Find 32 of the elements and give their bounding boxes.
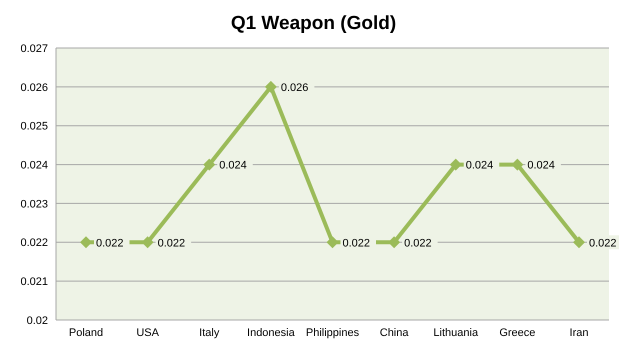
- y-tick-label: 0.025: [20, 120, 48, 133]
- y-tick-label: 0.027: [20, 42, 48, 55]
- x-tick-label: Iran: [570, 326, 588, 339]
- x-tick-label: Lithuania: [433, 326, 479, 339]
- data-label: 0.024: [219, 160, 247, 172]
- y-tick-label: 0.024: [20, 159, 48, 172]
- y-tick-label: 0.026: [20, 82, 48, 94]
- point: [80, 236, 92, 248]
- data-label: 0.024: [527, 160, 555, 172]
- point: [573, 236, 585, 248]
- x-tick-label: Indonesia: [247, 326, 296, 339]
- data-label: 0.022: [342, 237, 370, 250]
- point: [264, 80, 277, 93]
- x-tick-label: Philippines: [306, 326, 360, 339]
- y-tick-label: 0.022: [20, 237, 48, 250]
- data-label: 0.022: [158, 237, 186, 250]
- data-label: 0.022: [589, 237, 617, 250]
- data-label: 0.022: [96, 237, 124, 250]
- x-tick-label: Greece: [499, 326, 536, 339]
- x-tick-label: Poland: [68, 326, 104, 339]
- point: [203, 158, 216, 171]
- x-tick-label: China: [380, 326, 410, 339]
- data-label: 0.022: [404, 237, 432, 250]
- chart-title: Q1 Weapon (Gold): [230, 12, 398, 36]
- point: [326, 236, 338, 248]
- data-label: 0.026: [280, 82, 308, 94]
- data-label: 0.024: [466, 160, 494, 172]
- y-tick-label: 0.023: [20, 198, 48, 210]
- y-tick-label: 0.02: [26, 314, 48, 327]
- x-tick-label: Italy: [199, 326, 220, 339]
- y-tick-label: 0.021: [20, 276, 48, 288]
- x-tick-label: USA: [136, 326, 160, 339]
